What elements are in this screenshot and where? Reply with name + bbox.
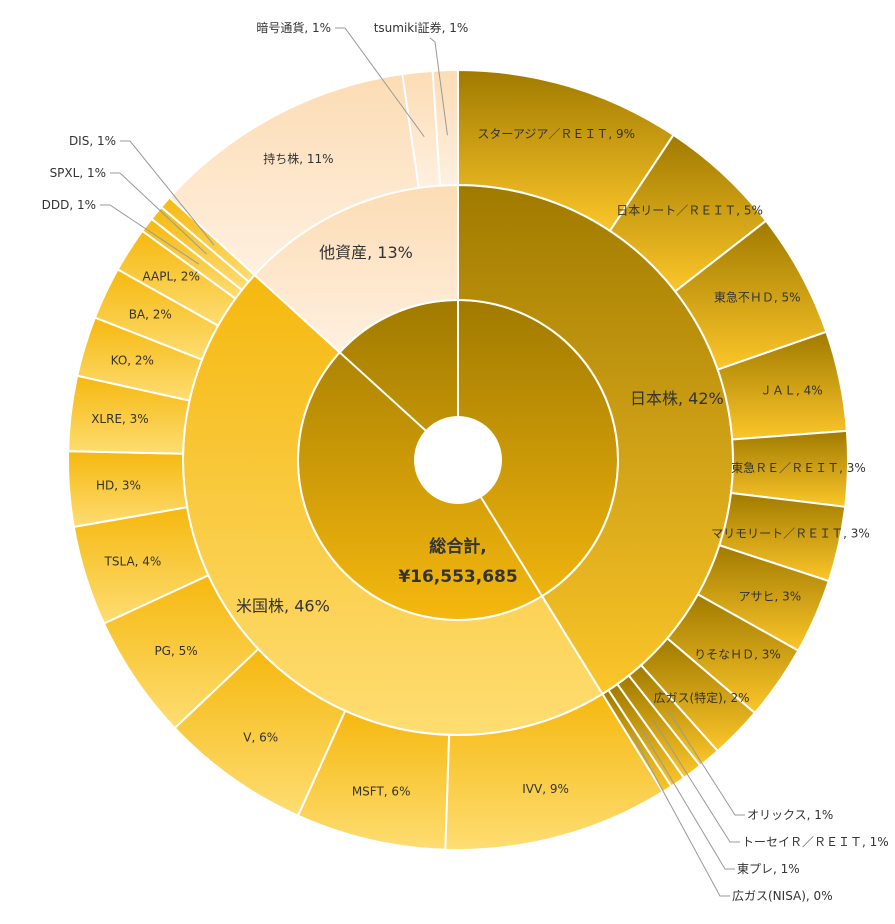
leaf-label-item-6: アサヒ, 3%: [739, 590, 802, 604]
leaf-label-aapl: AAPL, 2%: [143, 270, 200, 284]
leader-line: [110, 172, 207, 255]
outer-ring: [67, 68, 849, 851]
leaf-label-hd: HD, 3%: [96, 478, 141, 492]
leader-line: [652, 719, 740, 843]
leader-line: [640, 728, 735, 870]
leaf-label-pg: PG, 5%: [154, 644, 197, 658]
leader-line: [335, 27, 425, 138]
leaf-label-tsumiki: tsumiki証券, 1%: [374, 20, 469, 35]
leader-lines: [100, 27, 745, 897]
leader-line: [666, 708, 745, 816]
leaf-label-item-8: 広ガス(特定), 2%: [653, 690, 749, 705]
leader-line: [120, 140, 215, 246]
leaf-label-item-0: スターアジア／ＲＥＩＴ, 9%: [477, 127, 635, 141]
leaf-label-item-11: 東プレ, 1%: [737, 862, 800, 876]
leaf-label-item-200: 持ち株, 11%: [263, 151, 333, 166]
leaf-label-ivv: IVV, 9%: [522, 782, 569, 796]
group-label-0: 日本株, 42%: [630, 389, 724, 408]
leaf-label-spxl: SPXL, 1%: [50, 166, 106, 180]
segment-labels: 日本株, 42% スターアジア／ＲＥＩＴ, 9% 日本リート／ＲＥＩＴ, 5% 東急不…: [42, 20, 889, 903]
leaf-segment-2-2: [431, 68, 459, 187]
leaf-label-v: V, 6%: [243, 731, 278, 745]
leaf-label-tsla: TSLA, 4%: [104, 554, 162, 568]
leaf-label-item-3: ＪＡＬ, 4%: [760, 384, 823, 398]
leaf-label-item-5: マリモリート／ＲＥＩＴ, 3%: [711, 527, 870, 541]
leaf-label-dis: DIS, 1%: [69, 134, 116, 148]
center-hole: [414, 416, 502, 504]
group-label-2: 他資産, 13%: [319, 243, 413, 262]
group-label-1: 米国株, 46%: [236, 596, 330, 615]
center-total: ¥16,553,685: [398, 567, 517, 587]
leaf-label-ddd: DDD, 1%: [42, 198, 96, 212]
leaf-label-item-10: トーセイＲ／ＲＥＩＴ, 1%: [742, 835, 889, 849]
leaf-label-ba: BA, 2%: [129, 307, 172, 321]
leader-line: [429, 37, 448, 136]
leaf-label-item-4: 東急ＲＥ／ＲＥＩＴ, 3%: [731, 460, 866, 475]
leader-line: [631, 734, 730, 897]
leaf-label-item-2: 東急不ＨＤ, 5%: [714, 289, 801, 304]
leaf-label-item-201: 暗号通貨, 1%: [256, 20, 331, 35]
leaf-label-item-7: りそなＨＤ, 3%: [694, 648, 781, 662]
leaf-label-nisa: 広ガス(NISA), 0%: [732, 889, 833, 903]
leaf-label-ko: KO, 2%: [111, 354, 154, 368]
leaf-label-item-1: 日本リート／ＲＥＩＴ, 5%: [616, 203, 763, 217]
leaf-label-item-9: オリックス, 1%: [747, 808, 833, 822]
leader-line: [100, 204, 199, 265]
leaf-label-xlre: XLRE, 3%: [91, 412, 149, 426]
leaf-label-msft: MSFT, 6%: [352, 785, 411, 799]
center-title: 総合計,: [429, 536, 486, 557]
